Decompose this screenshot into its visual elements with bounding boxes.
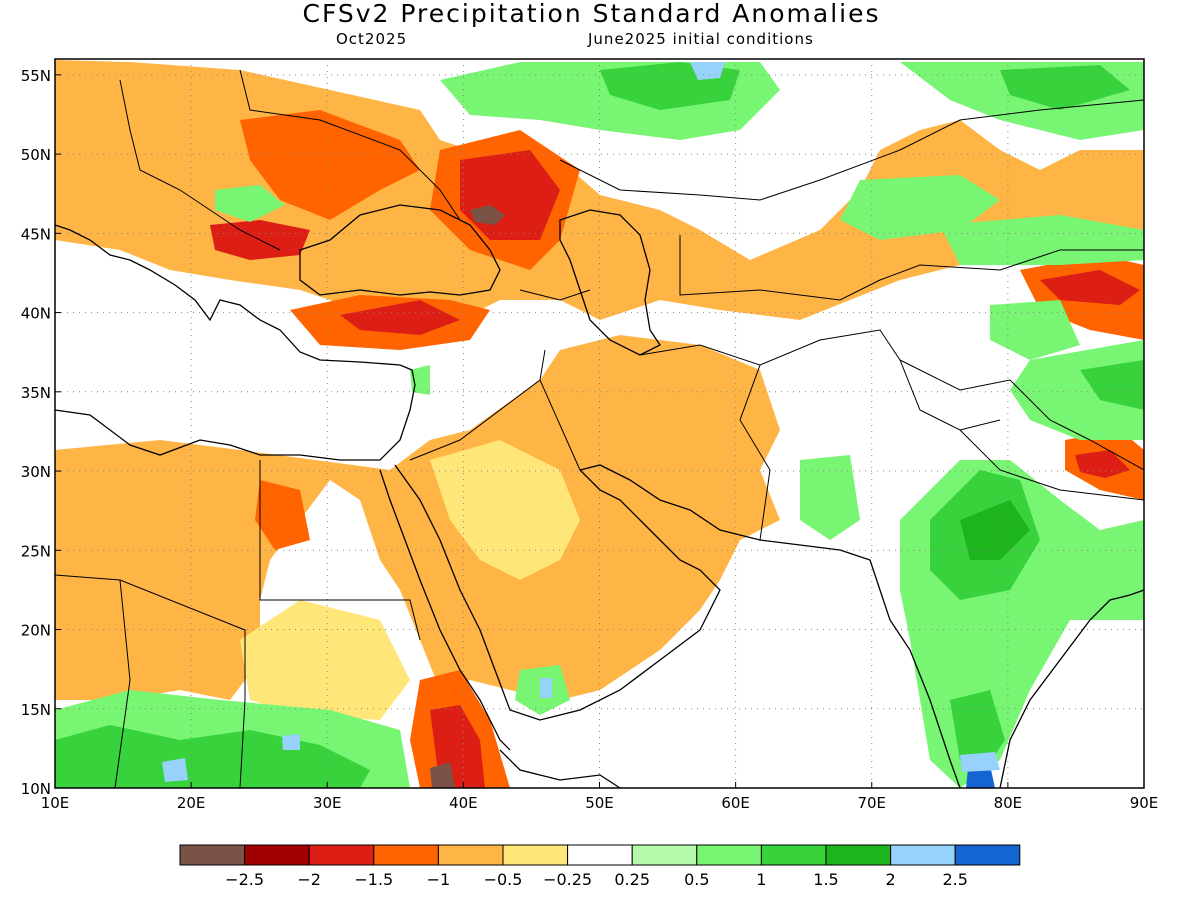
border-line	[959, 429, 1145, 501]
border-line	[119, 79, 281, 251]
latitude-tick-label: 55N	[21, 67, 51, 85]
colorbar-swatch	[631, 844, 698, 866]
longitude-tick-label: 90E	[1130, 794, 1159, 812]
latitude-tick-label: 45N	[21, 225, 51, 243]
anomaly-region	[690, 62, 725, 80]
anomaly-region	[410, 365, 430, 395]
anomaly-region	[255, 480, 310, 550]
colorbar-label: 0.5	[684, 870, 709, 889]
initial-conditions: June2025 initial conditions	[588, 30, 814, 48]
anomaly-region	[1075, 450, 1130, 478]
colorbar-label: 1	[756, 870, 766, 889]
colorbar-label: −1	[427, 870, 451, 889]
colorbar-swatch	[437, 844, 504, 866]
latitude-tick-label: 20N	[21, 622, 51, 640]
longitude-tick-label: 20E	[177, 794, 206, 812]
border-line	[679, 235, 1144, 301]
longitude-tick-label: 70E	[857, 794, 886, 812]
anomaly-region	[960, 500, 1030, 560]
latitude-tick-label: 35N	[21, 384, 51, 402]
coastline-africa-horn	[499, 749, 621, 789]
forecast-month: Oct2025	[336, 30, 408, 48]
latitude-tick-label: 30N	[21, 463, 51, 481]
latitude-axis: 10N 15N 20N 25N 30N 35N 40N 45N 50N 55N	[21, 67, 61, 798]
longitude-tick-label: 10E	[41, 794, 70, 812]
border-line	[114, 579, 131, 789]
colorbar-label: −2	[297, 870, 321, 889]
coastline-red-sea	[379, 469, 511, 751]
coastline-red-sea-east	[394, 464, 721, 721]
border-line	[54, 574, 246, 789]
coastline-bay-of-bengal	[999, 589, 1145, 789]
colorbar-swatch	[308, 844, 375, 866]
colorbar-swatch	[954, 844, 1021, 866]
border-line	[239, 69, 461, 221]
longitude-tick-label: 80E	[994, 794, 1023, 812]
latitude-tick-label: 50N	[21, 146, 51, 164]
border-line	[519, 289, 591, 301]
anomaly-region	[215, 185, 285, 222]
anomaly-region	[540, 678, 552, 698]
latitude-tick-label: 10N	[21, 780, 51, 798]
colorbar-label: −0.25	[543, 870, 592, 889]
colorbar-swatch	[890, 844, 956, 866]
latitude-tick-label: 40N	[21, 305, 51, 323]
anomaly-region	[55, 335, 780, 700]
map-title: CFSv2 Precipitation Standard Anomalies	[302, 0, 881, 28]
border-line	[409, 349, 546, 461]
colorbar-swatch	[567, 844, 633, 866]
latitude-tick-label: 15N	[21, 701, 51, 719]
anomaly-region	[990, 300, 1080, 360]
anomaly-region	[282, 734, 300, 750]
anomaly-region	[1000, 65, 1130, 110]
anomaly-region	[340, 300, 460, 335]
coastline-persian-gulf	[579, 464, 961, 789]
border-line	[559, 99, 1145, 201]
anomaly-field	[55, 59, 1144, 788]
anomaly-region	[430, 762, 455, 788]
anomaly-region	[950, 690, 1005, 770]
anomaly-region	[940, 215, 1144, 265]
colorbar-swatch	[244, 844, 310, 866]
anomaly-region	[960, 752, 1000, 772]
border-line	[639, 344, 771, 541]
longitude-tick-label: 60E	[721, 794, 750, 812]
colorbar: −2.5 −2 −1.5 −1 −0.5 −0.25 0.25 0.5 1 1.5 2 2.5	[179, 844, 1021, 889]
anomaly-region	[1080, 360, 1144, 410]
longitude-tick-label: 30E	[313, 794, 342, 812]
colorbar-label: 2	[886, 870, 896, 889]
colorbar-swatch	[696, 844, 762, 866]
political-borders	[54, 69, 1145, 789]
coastlines	[54, 204, 1145, 789]
colorbar-swatch	[502, 844, 569, 866]
colorbar-label: −2.5	[225, 870, 264, 889]
colorbar-swatch	[760, 844, 827, 866]
coastline-caspian	[559, 209, 661, 356]
colorbar-label: 1.5	[813, 870, 838, 889]
border-line	[259, 460, 421, 641]
coastline-black-sea	[299, 204, 501, 296]
anomaly-region	[162, 758, 188, 782]
longitude-tick-label: 40E	[449, 794, 478, 812]
colorbar-swatch	[825, 844, 892, 866]
anomaly-region	[1010, 340, 1144, 440]
colorbar-label: −1.5	[354, 870, 393, 889]
border-line	[539, 379, 581, 471]
anomaly-region	[1040, 270, 1140, 305]
anomaly-region	[430, 440, 580, 580]
border-line	[899, 359, 1145, 471]
colorbar-label: −0.5	[484, 870, 523, 889]
colorbar-label: 0.25	[614, 870, 650, 889]
colorbar-swatch	[179, 844, 246, 866]
colorbar-label: 2.5	[942, 870, 967, 889]
anomaly-region	[240, 110, 420, 220]
colorbar-swatch	[373, 844, 439, 866]
coastline-mediterranean	[54, 224, 416, 461]
anomaly-region	[800, 455, 860, 540]
anomaly-region	[470, 205, 505, 225]
longitude-tick-label: 50E	[585, 794, 614, 812]
longitude-axis: 10E 20E 30E 40E 50E 60E 70E 80E 90E	[41, 782, 1159, 812]
latitude-tick-label: 25N	[21, 542, 51, 560]
